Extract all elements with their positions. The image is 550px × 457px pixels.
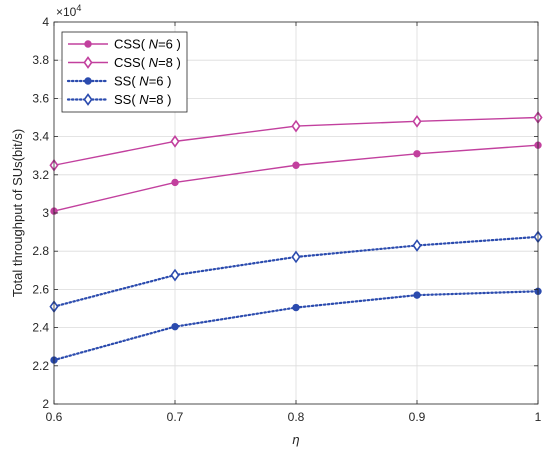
x-tick-label: 1 bbox=[535, 410, 542, 424]
data-point bbox=[291, 250, 301, 264]
x-tick-label: 0.9 bbox=[409, 410, 426, 424]
data-point bbox=[171, 322, 179, 331]
y-tick-label: 2.6 bbox=[32, 282, 49, 296]
legend-label: SS( N=6 ) bbox=[114, 74, 171, 89]
y-tick-label: 3.8 bbox=[32, 53, 49, 67]
legend-box bbox=[61, 31, 188, 113]
legend-marker bbox=[83, 56, 93, 69]
x-axis-label: η bbox=[292, 432, 299, 447]
data-point bbox=[171, 178, 179, 187]
data-point bbox=[412, 239, 422, 252]
x-tick-label: 0.7 bbox=[167, 410, 184, 424]
data-point bbox=[292, 303, 300, 312]
y-tick-label: 3.2 bbox=[32, 168, 49, 182]
legend-item: CSS( N=8 ) bbox=[68, 55, 181, 70]
data-point bbox=[292, 161, 300, 169]
y-tick-label: 2.2 bbox=[32, 359, 49, 373]
legend-item: CSS( N=6 ) bbox=[68, 37, 181, 52]
x-tick-label: 0.6 bbox=[46, 410, 63, 424]
legend-label: CSS( N=8 ) bbox=[114, 55, 181, 70]
legend-label: CSS( N=6 ) bbox=[114, 37, 181, 52]
axis-ticks: 0.6 0.7 0.8 0.9 1 2 2.2 2.4 2.6 2.8 3 3.2 3.4 3.6 3.8 4 bbox=[32, 15, 541, 424]
legend-marker bbox=[84, 77, 92, 85]
data-point bbox=[413, 150, 421, 158]
data-point bbox=[170, 135, 180, 148]
y-axis-label: Total throughput of SUs(bit/s) bbox=[10, 129, 25, 297]
legend-marker bbox=[84, 40, 92, 48]
legend: CSS( N=6 ) CSS( N=8 ) SS( N=6 ) SS( N=8 ) bbox=[61, 31, 188, 113]
y-tick-label: 4 bbox=[42, 15, 49, 29]
y-tick-label: 2.4 bbox=[32, 321, 49, 335]
legend-item: SS( N=6 ) bbox=[66, 74, 171, 89]
y-tick-label: 2 bbox=[42, 397, 49, 411]
data-point bbox=[291, 119, 301, 133]
y-tick-label: 3.6 bbox=[32, 91, 49, 105]
y-exponent-label: ×104 bbox=[56, 3, 81, 19]
legend-marker bbox=[83, 93, 93, 106]
legend-item: SS( N=8 ) bbox=[66, 92, 171, 107]
data-point bbox=[413, 291, 421, 299]
legend-label: SS( N=8 ) bbox=[114, 92, 171, 107]
y-tick-label: 2.8 bbox=[32, 244, 49, 258]
data-point bbox=[170, 268, 180, 282]
y-tick-label: 3 bbox=[42, 206, 49, 220]
y-tick-label: 3.4 bbox=[32, 130, 49, 144]
x-tick-label: 0.8 bbox=[288, 410, 305, 424]
data-point bbox=[412, 114, 422, 128]
